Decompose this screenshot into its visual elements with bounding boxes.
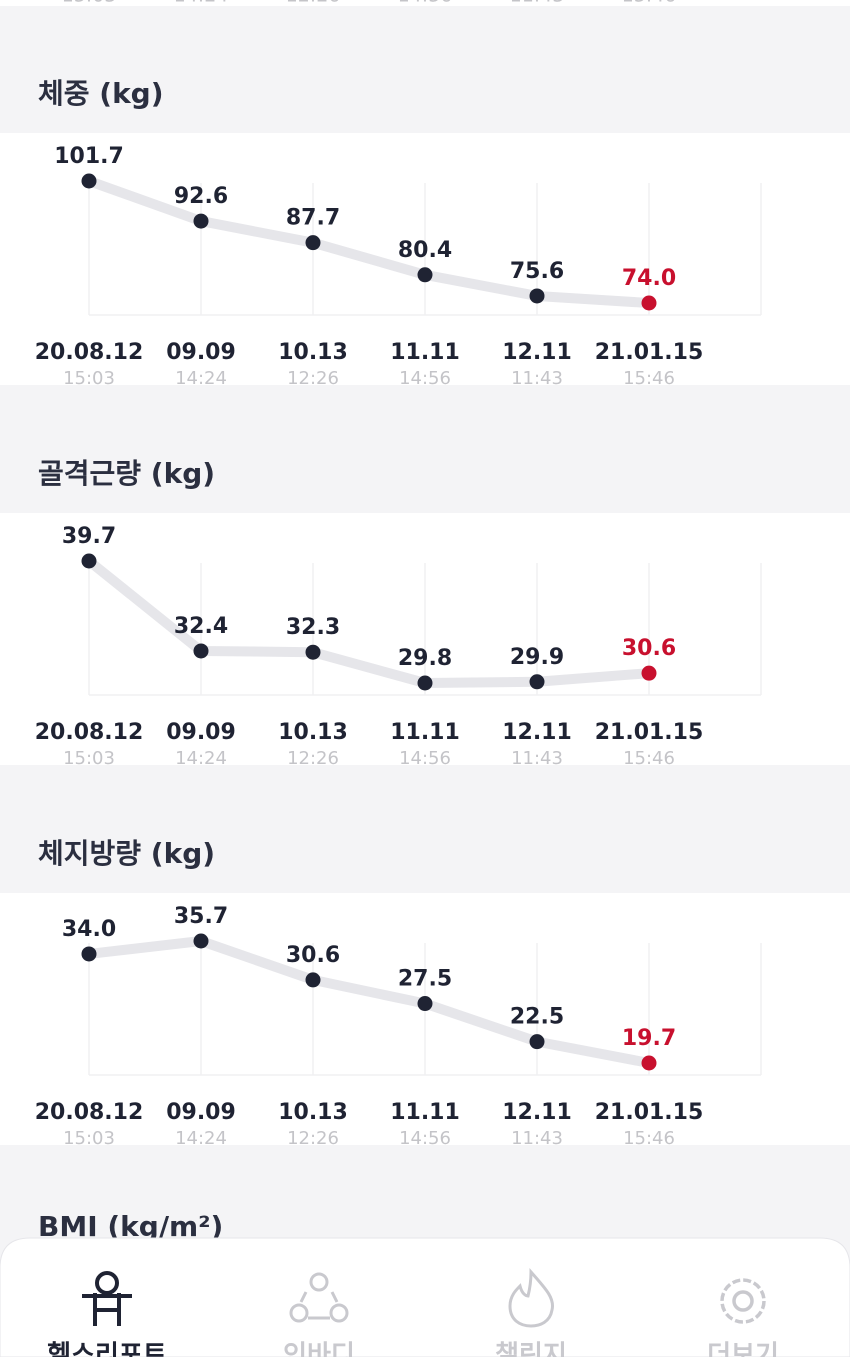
data-point	[529, 288, 545, 304]
time-label: 15:46	[623, 748, 675, 769]
value-label: 92.6	[174, 184, 228, 209]
data-point	[305, 972, 321, 988]
time-label: 15:03	[62, 0, 117, 7]
date-label: 12.11	[502, 340, 572, 365]
data-point	[529, 674, 545, 690]
time-label: 12:26	[287, 1128, 339, 1149]
value-label: 101.7	[54, 144, 124, 169]
date-label: 20.08.12	[35, 1100, 144, 1125]
data-point	[193, 643, 209, 659]
value-label: 35.7	[174, 904, 228, 929]
value-label: 74.0	[622, 266, 676, 291]
nav-label[interactable]: 인바디	[283, 1341, 355, 1357]
section-title: 체중 (kg)	[38, 77, 164, 110]
value-label: 34.0	[62, 917, 116, 942]
data-point	[305, 235, 321, 251]
value-label: 29.8	[398, 646, 452, 671]
value-label: 30.6	[286, 943, 340, 968]
trend-line	[84, 556, 654, 688]
date-label: 09.09	[166, 340, 236, 365]
value-label: 75.6	[510, 259, 564, 284]
time-label: 11:43	[511, 1128, 563, 1149]
nav-label[interactable]: 더보기	[707, 1341, 779, 1357]
time-label: 12:26	[287, 368, 339, 389]
nav-label[interactable]: 헬스리포트	[47, 1341, 167, 1357]
value-label: 32.3	[286, 615, 340, 640]
date-label: 11.11	[390, 720, 460, 745]
date-label: 12.11	[502, 1100, 572, 1125]
data-point	[641, 295, 657, 311]
date-label: 11.11	[390, 340, 460, 365]
time-label: 14:24	[174, 0, 229, 7]
time-label: 11:43	[511, 748, 563, 769]
value-label: 19.7	[622, 1026, 676, 1051]
nav-icon-challenge[interactable]	[508, 1268, 555, 1328]
nav-icon-more[interactable]	[720, 1278, 766, 1324]
date-label: 09.09	[166, 1100, 236, 1125]
time-label: 14:24	[175, 368, 227, 389]
date-label: 10.13	[278, 1100, 348, 1125]
date-label: 21.01.15	[595, 1100, 704, 1125]
data-point	[193, 933, 209, 949]
time-label: 15:03	[63, 368, 115, 389]
time-label: 14:56	[398, 0, 453, 7]
date-label: 11.11	[390, 1100, 460, 1125]
data-point	[81, 173, 97, 189]
value-label: 27.5	[398, 967, 452, 992]
section-title: 골격근량 (kg)	[38, 457, 215, 490]
time-label: 15:03	[63, 1128, 115, 1149]
value-label: 87.7	[286, 206, 340, 231]
time-label: 14:24	[175, 1128, 227, 1149]
data-point	[81, 553, 97, 569]
time-label: 15:03	[63, 748, 115, 769]
time-label: 15:46	[623, 368, 675, 389]
value-label: 22.5	[510, 1005, 564, 1030]
nav-label[interactable]: 챌린지	[495, 1341, 567, 1357]
data-point	[305, 644, 321, 660]
nav-icon-report[interactable]	[82, 1271, 132, 1326]
card-clipped	[0, 0, 850, 6]
trend-line	[84, 176, 654, 308]
time-label: 15:46	[623, 1128, 675, 1149]
date-label: 12.11	[502, 720, 572, 745]
time-label: 11:43	[511, 368, 563, 389]
time-label: 15:46	[622, 0, 677, 7]
time-label: 14:56	[399, 1128, 451, 1149]
value-label: 32.4	[174, 614, 228, 639]
time-label: 12:26	[287, 748, 339, 769]
date-label: 10.13	[278, 720, 348, 745]
value-label: 80.4	[398, 238, 452, 263]
trend-line	[84, 936, 654, 1068]
data-point	[529, 1034, 545, 1050]
time-label: 11:43	[510, 0, 565, 7]
value-label: 29.9	[510, 645, 564, 670]
data-point	[641, 1055, 657, 1071]
nav-icon-inbody[interactable]	[289, 1272, 349, 1323]
data-point	[193, 213, 209, 229]
time-label: 14:56	[399, 748, 451, 769]
data-point	[81, 946, 97, 962]
date-label: 10.13	[278, 340, 348, 365]
data-point	[417, 996, 433, 1012]
date-label: 20.08.12	[35, 720, 144, 745]
time-label: 14:24	[175, 748, 227, 769]
date-label: 21.01.15	[595, 340, 704, 365]
date-label: 20.08.12	[35, 340, 144, 365]
time-label: 14:56	[399, 368, 451, 389]
data-point	[641, 665, 657, 681]
section-title: 체지방량 (kg)	[38, 837, 215, 870]
date-label: 09.09	[166, 720, 236, 745]
value-label: 39.7	[62, 524, 116, 549]
date-label: 21.01.15	[595, 720, 704, 745]
data-point	[417, 267, 433, 283]
data-point	[417, 675, 433, 691]
value-label: 30.6	[622, 636, 676, 661]
time-label: 12:26	[286, 0, 341, 7]
